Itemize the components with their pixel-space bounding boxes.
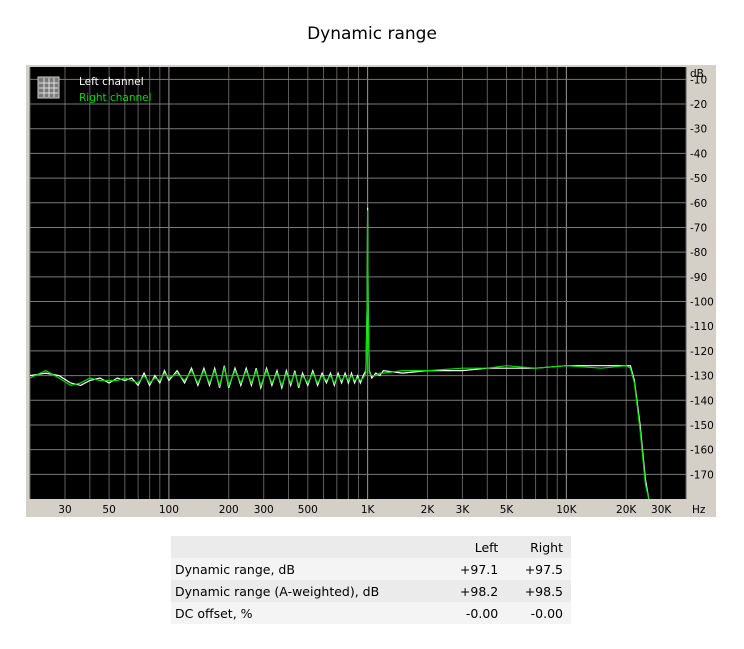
- y-tick-label: -90: [690, 272, 707, 284]
- x-tick-label: 30K: [651, 504, 672, 516]
- results-header-row: Left Right: [171, 536, 571, 558]
- series-line-right: [29, 210, 650, 500]
- row-right-value: -0.00: [530, 605, 563, 621]
- x-tick-label: 5K: [500, 504, 515, 516]
- y-tick-label: -110: [690, 321, 714, 333]
- legend-entry-right: Right channel: [79, 92, 152, 104]
- chart-title: Dynamic range: [307, 24, 437, 44]
- x-tick-label: 2K: [421, 504, 436, 516]
- x-tick-label: 20K: [616, 504, 637, 516]
- y-tick-label: -10: [690, 74, 707, 86]
- x-tick-label: 30: [58, 504, 71, 516]
- plot-background: [30, 67, 686, 499]
- table-row: Dynamic range (A-weighted), dB +98.2 +98…: [171, 580, 571, 602]
- y-tick-label: -40: [690, 148, 707, 160]
- row-right-value: +98.5: [524, 583, 563, 599]
- results-header-right: Right: [530, 539, 563, 555]
- x-tick-label: 500: [298, 504, 318, 516]
- table-row: DC offset, % -0.00 -0.00: [171, 602, 571, 624]
- results-table: Left Right Dynamic range, dB +97.1 +97.5…: [171, 536, 571, 624]
- results-header-left: Left: [474, 539, 499, 555]
- y-tick-label: -60: [690, 198, 707, 210]
- x-tick-label: 100: [159, 504, 179, 516]
- x-tick-label: 10K: [556, 504, 577, 516]
- y-tick-label: -160: [690, 445, 714, 457]
- row-left-value: +97.1: [459, 561, 499, 577]
- row-label: Dynamic range, dB: [175, 561, 295, 577]
- y-tick-label: -50: [690, 173, 707, 185]
- y-tick-label: -80: [690, 247, 707, 259]
- plot-area: 30 50 100 200 300 500 1K 2K 3K 5K 10K 20K 30K HzdB-10…: [29, 67, 714, 516]
- row-left-value: -0.00: [465, 605, 499, 621]
- y-tick-label: -30: [690, 124, 707, 136]
- y-tick-label: -150: [690, 420, 714, 432]
- results-header-blank: [171, 536, 441, 558]
- y-tick-label: -20: [690, 99, 707, 111]
- x-tick-label: 50: [102, 504, 115, 516]
- row-left-value: +98.2: [459, 583, 499, 599]
- chart-frame: 30 50 100 200 300 500 1K 2K 3K 5K 10K 20K 30K Hz dB -10…: [26, 65, 716, 517]
- table-row: Dynamic range, dB +97.1 +97.5: [171, 558, 571, 580]
- y-tick-label: -120: [690, 346, 714, 358]
- x-axis-unit-label: Hz: [692, 504, 706, 516]
- x-tick-label: 1K: [361, 504, 376, 516]
- x-tick-label: 200: [219, 504, 239, 516]
- x-tick-label: 300: [254, 504, 274, 516]
- y-axis-unit-label: dB: [690, 68, 704, 80]
- row-right-value: +97.5: [524, 561, 563, 577]
- y-tick-label: -170: [690, 469, 714, 481]
- row-label: Dynamic range (A-weighted), dB: [175, 583, 380, 599]
- y-tick-label: -70: [690, 222, 707, 234]
- row-label: DC offset, %: [175, 605, 253, 621]
- y-tick-label: -100: [690, 297, 714, 309]
- legend-entry-left: Left channel: [79, 76, 144, 88]
- y-tick-label: -130: [690, 371, 714, 383]
- x-tick-label: 3K: [456, 504, 471, 516]
- y-tick-label: -140: [690, 395, 714, 407]
